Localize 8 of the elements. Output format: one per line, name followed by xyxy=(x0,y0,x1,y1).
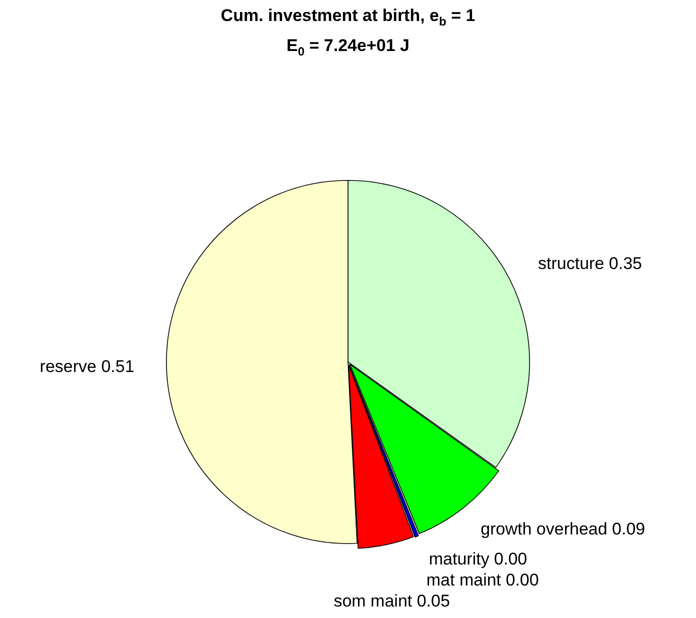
chart-subtitle: E$_{0}$ = 7.24e+01 J xyxy=(286,36,410,58)
chart-title: Cum. investment at birth, e$_{b}$ = 1 xyxy=(220,6,476,28)
slice-label: growth overhead 0.09 xyxy=(480,519,646,538)
slice-label: mat maint 0.00 xyxy=(426,570,539,590)
category-label: maturity 0.00 xyxy=(428,550,528,569)
slice-label: som maint 0.05 xyxy=(334,592,450,611)
slice-label: reserve 0.51 xyxy=(40,357,134,376)
slice-label: structure 0.35 xyxy=(538,254,642,273)
